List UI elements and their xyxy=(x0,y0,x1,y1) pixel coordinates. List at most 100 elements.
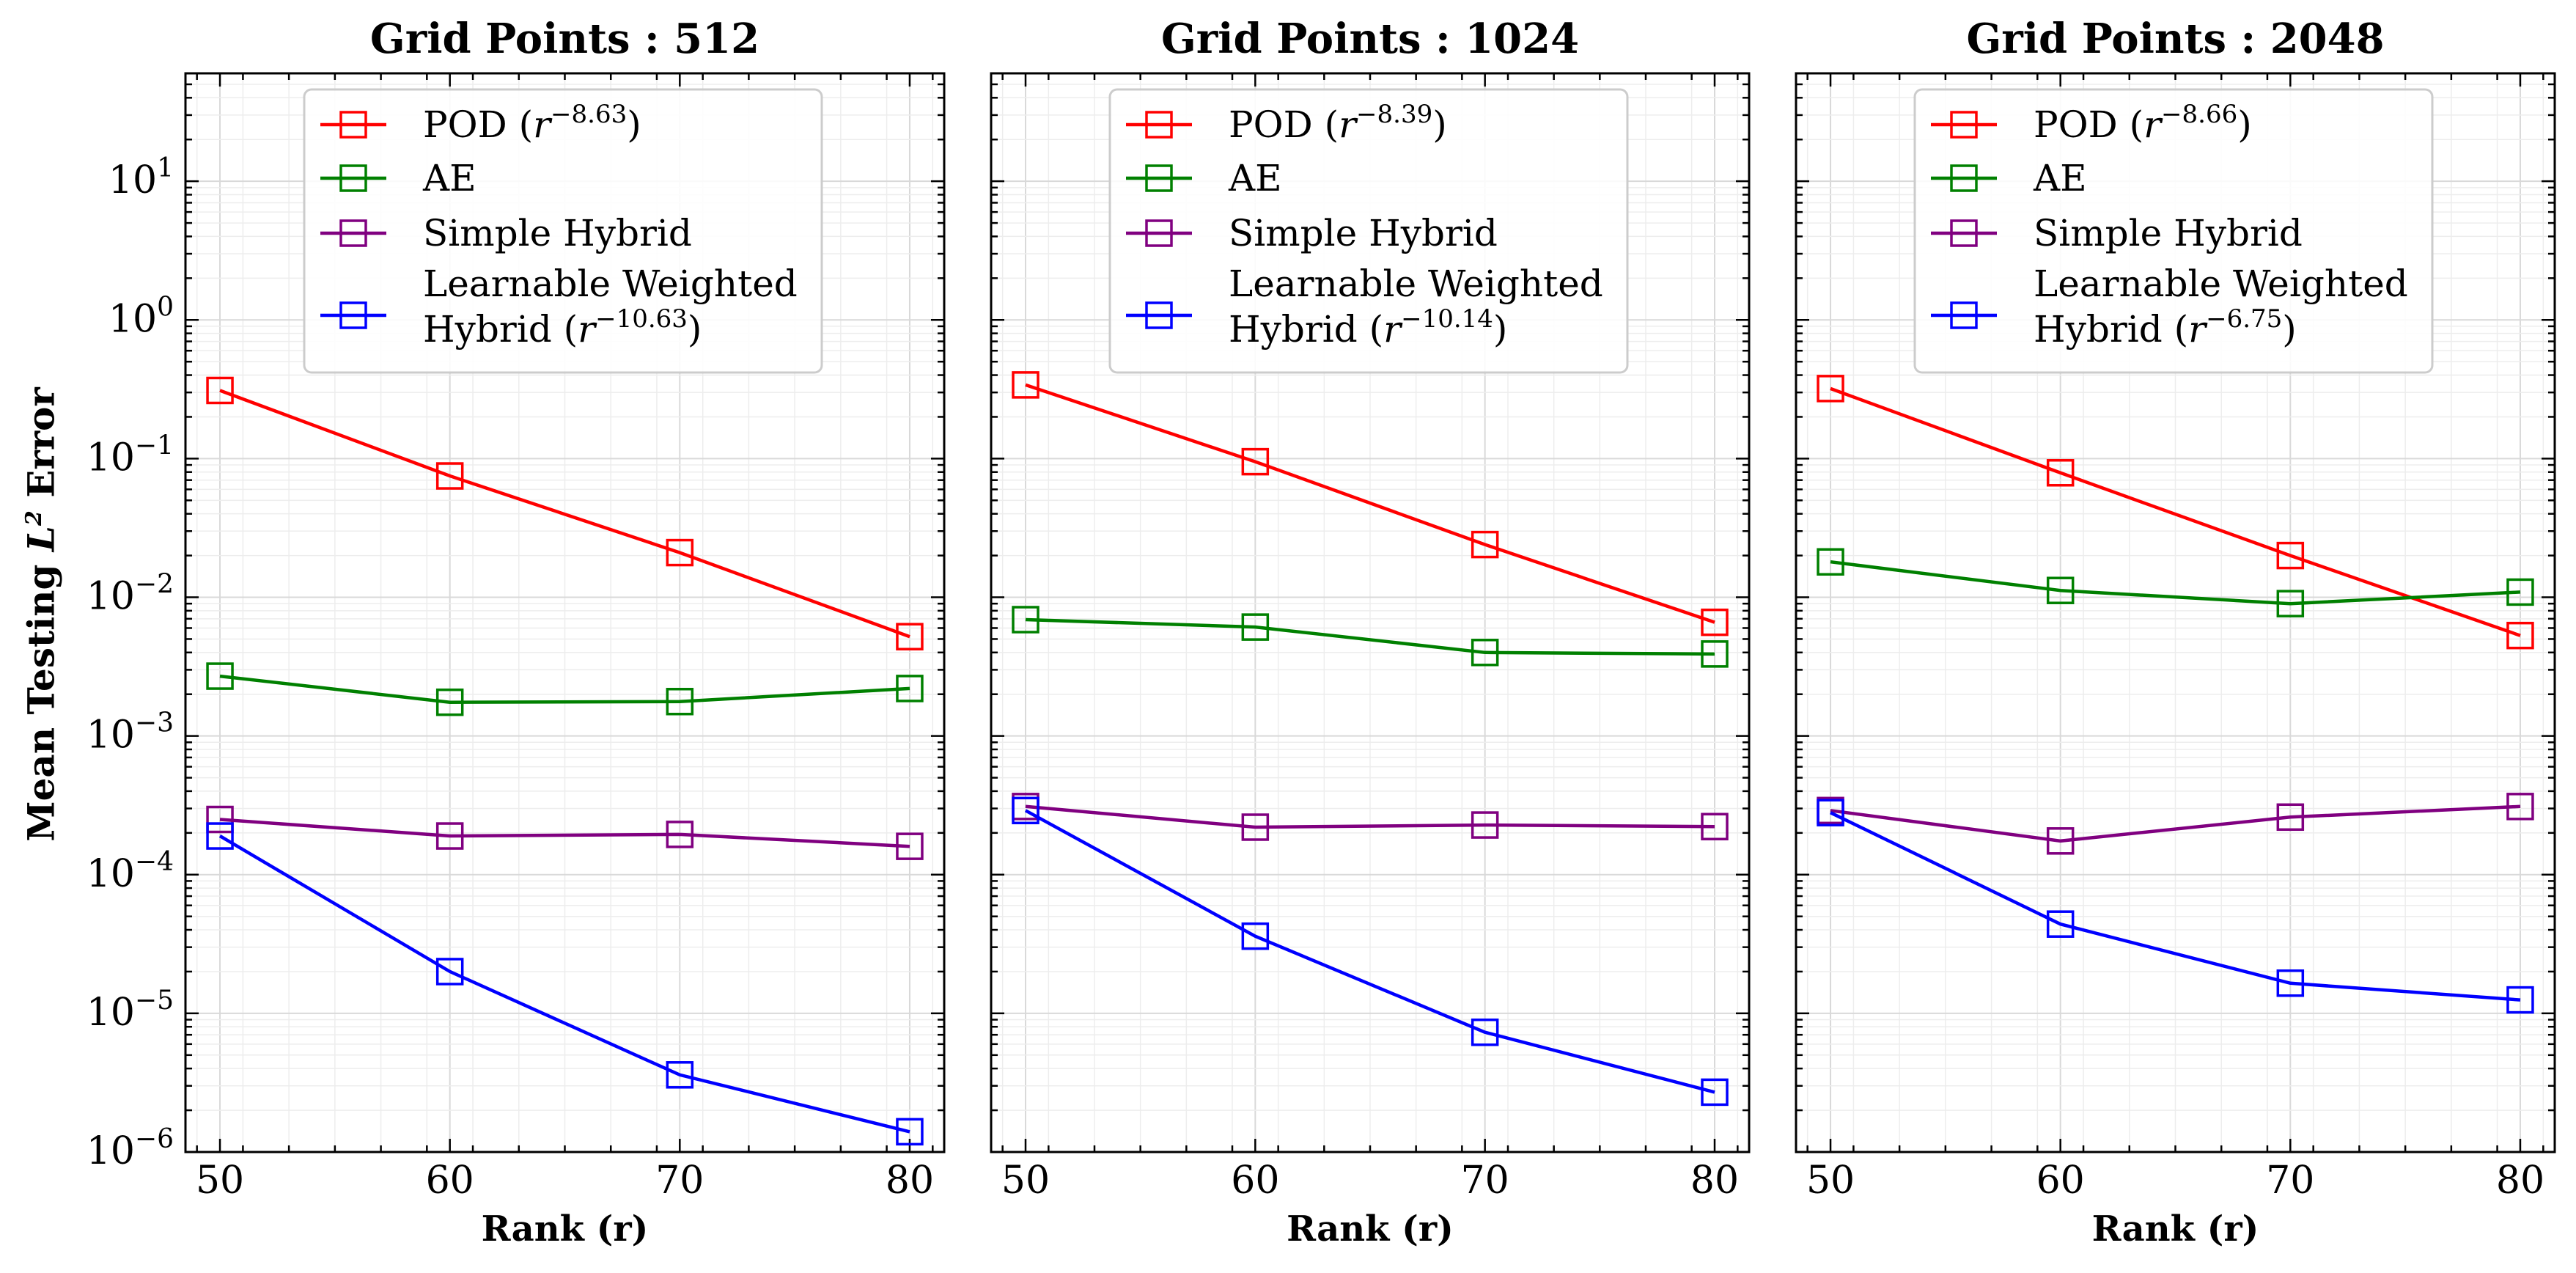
legend-label-text: POD ( xyxy=(1229,103,1339,146)
data-point xyxy=(206,376,234,405)
y-tick-label: 10−3 xyxy=(87,708,174,757)
legend-box xyxy=(1108,88,1629,374)
y-tick-label: 101 xyxy=(108,153,174,202)
legend-label-text: Hybrid ( xyxy=(423,308,578,351)
legend-item: Simple Hybrid xyxy=(1126,212,1498,254)
data-point xyxy=(666,821,694,848)
legend-label-text: POD ( xyxy=(2034,103,2143,146)
data-point xyxy=(1012,796,1039,825)
data-point xyxy=(666,538,694,567)
axes-frame xyxy=(1795,72,2556,1153)
y-tick-label-exponent: −2 xyxy=(135,570,174,600)
legend-label: Learnable Weighted xyxy=(1229,263,1603,305)
series-line xyxy=(218,834,910,1134)
y-tick-label-exponent: 0 xyxy=(157,292,174,322)
legend-marker xyxy=(1145,111,1173,139)
legend-marker xyxy=(1145,164,1173,192)
panel-1: 50 60 70 8010−610−510−410−310−210−1100101Gr… xyxy=(87,15,946,1250)
legend-label-paren: ) xyxy=(1432,103,1447,146)
legend-marker xyxy=(339,219,367,247)
y-tick-label-base: 10 xyxy=(87,436,135,480)
legend-marker xyxy=(339,301,367,329)
legend-marker xyxy=(1145,301,1173,329)
legend-label: AE xyxy=(422,157,476,199)
legend-label: Simple Hybrid xyxy=(2034,212,2303,254)
data-point xyxy=(2506,986,2534,1014)
legend-label-paren: ) xyxy=(1493,308,1508,351)
x-tick-label: 70 xyxy=(1461,1159,1509,1203)
y-tick-label: 100 xyxy=(108,292,174,341)
legend-label-exponent: −10.63 xyxy=(595,304,688,334)
x-tick-label: 80 xyxy=(1690,1159,1739,1203)
panel-title: Grid Points : 512 xyxy=(370,15,759,63)
data-point xyxy=(2046,459,2075,487)
legend-marker xyxy=(1950,219,1978,247)
data-point xyxy=(1012,606,1039,634)
legend-label-variable: r xyxy=(533,103,553,146)
legend-item: POD (r−8.39) xyxy=(1126,100,1447,146)
x-tick-label: 50 xyxy=(1806,1159,1855,1203)
y-tick-label-exponent: −3 xyxy=(135,708,174,738)
data-point xyxy=(896,832,924,860)
series-line xyxy=(1025,804,1715,829)
y-tick-label-base: 10 xyxy=(108,158,157,202)
x-tick-label: 60 xyxy=(1231,1159,1279,1203)
data-point xyxy=(206,822,234,850)
data-point xyxy=(2046,910,2075,938)
series-line xyxy=(1024,809,1715,1094)
panel-title: Grid Points : 1024 xyxy=(1161,15,1579,63)
data-point xyxy=(1241,922,1270,950)
x-tick-label: 80 xyxy=(2496,1159,2544,1203)
legend-label-variable: r xyxy=(1339,103,1358,146)
data-point xyxy=(435,688,464,716)
data-point xyxy=(1701,608,1729,636)
legend: POD (r−8.39) AE Simple Hybrid Learnable Wei… xyxy=(1108,88,1629,374)
legend-marker xyxy=(339,111,367,139)
legend-label: Learnable Weighted xyxy=(2034,263,2408,305)
legend-item: AE xyxy=(1126,157,1282,199)
series-pod xyxy=(206,376,924,650)
series-simple-hybrid xyxy=(1012,793,1729,841)
legend-label-paren: ) xyxy=(2237,103,2252,146)
y-tick-label-exponent: −1 xyxy=(135,430,174,461)
legend-label: POD (r−8.63) xyxy=(423,100,641,146)
legend-label-text: POD ( xyxy=(423,103,533,146)
x-tick-label: 60 xyxy=(426,1159,474,1203)
legend-marker xyxy=(1145,219,1173,247)
series-pod xyxy=(1012,371,1729,636)
series-line xyxy=(1830,804,2521,843)
legend-item: Simple Hybrid xyxy=(320,212,692,254)
legend-marker xyxy=(339,164,367,192)
legend-label: AE xyxy=(1228,157,1282,199)
series-line xyxy=(1025,383,1715,624)
axes-frame xyxy=(990,72,1751,1153)
data-point xyxy=(1241,447,1270,476)
y-tick-label: 10−6 xyxy=(87,1124,174,1173)
data-point xyxy=(2506,621,2534,650)
y-tick-label-exponent: −5 xyxy=(135,986,174,1016)
data-point xyxy=(666,1061,694,1089)
legend-label-exponent: −8.63 xyxy=(551,100,627,129)
legend-marker xyxy=(1950,164,1978,192)
y-tick-label-base: 10 xyxy=(87,713,135,757)
y-tick-label-exponent: −4 xyxy=(135,847,174,877)
y-tick-label: 10−4 xyxy=(87,847,174,896)
x-tick-label: 70 xyxy=(2266,1159,2314,1203)
series-ae xyxy=(1012,606,1729,668)
y-tick-label-base: 10 xyxy=(108,297,157,341)
data-point xyxy=(435,958,464,986)
legend-item: AE xyxy=(320,157,476,199)
x-tick-label: 50 xyxy=(1001,1159,1050,1203)
data-point xyxy=(1701,812,1729,841)
legend-label: Simple Hybrid xyxy=(423,212,692,254)
series-learnable-weighted xyxy=(1012,796,1729,1107)
legend-item: POD (r−8.63) xyxy=(320,100,641,146)
series-pod xyxy=(1817,375,2534,650)
data-point xyxy=(2506,793,2534,821)
legend-label-variable: r xyxy=(2188,308,2208,351)
